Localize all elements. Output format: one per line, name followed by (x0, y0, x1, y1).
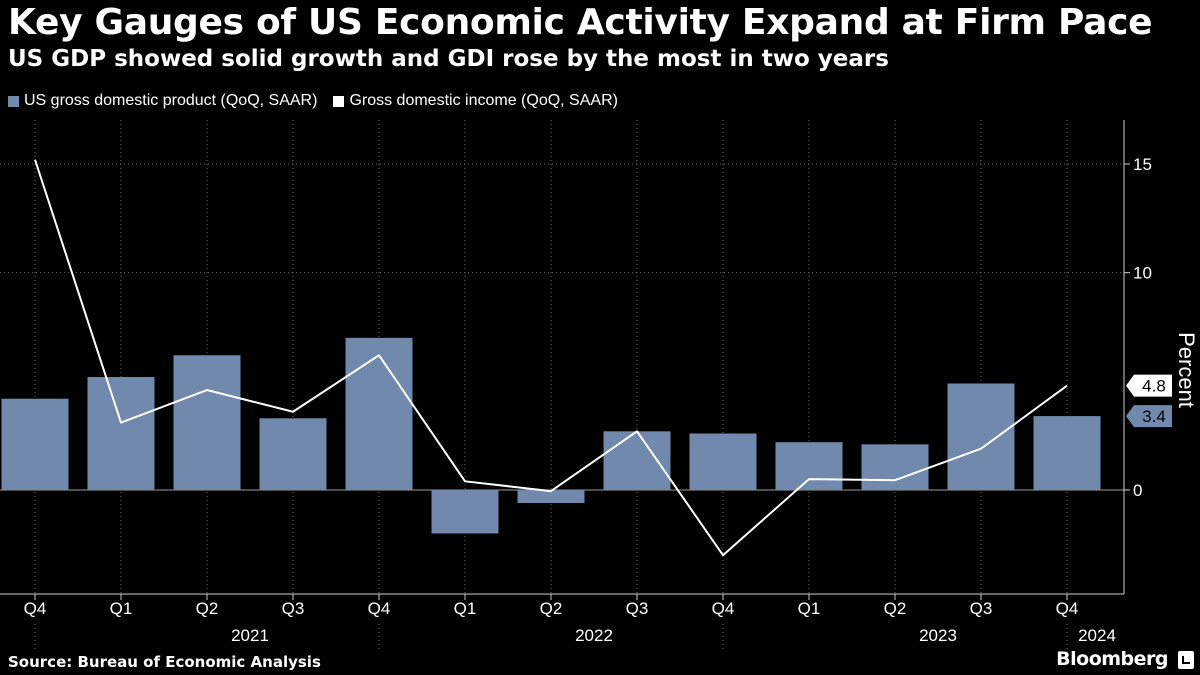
y-tick-label: 0 (1133, 481, 1142, 500)
legend-swatch-gdi (333, 95, 345, 107)
gdp-end-label-shape (1126, 405, 1172, 428)
axis-layer: 0 10 15 Percent 4.8 3.4 Q4 Q1 Q2 Q3 Q4 Q1 Q2 Q3 Q4 Q1 Q2… (0, 120, 1199, 650)
x-tick-label: Q4 (712, 599, 735, 618)
brand-name: Bloomberg (1056, 648, 1168, 670)
bloomberg-logo-icon (1178, 651, 1194, 669)
gdp-bar (861, 444, 929, 490)
gdp-bar (603, 431, 671, 490)
gdp-bar (689, 433, 757, 490)
x-tick-label: Q3 (626, 599, 649, 618)
x-tick-label: Q2 (196, 599, 219, 618)
gdp-bar (173, 355, 241, 490)
line-layer (34, 159, 1068, 557)
legend: US gross domestic product (QoQ, SAAR) Gr… (8, 92, 634, 110)
gdp-bar (87, 376, 155, 490)
y-tick-label: 15 (1133, 155, 1152, 174)
gdp-bar (517, 490, 585, 504)
x-tick-label: Q4 (368, 599, 391, 618)
x-tick-label: Q1 (454, 599, 477, 618)
legend-label-gdi: Gross domestic income (QoQ, SAAR) (349, 92, 618, 109)
x-tick-label: Q2 (540, 599, 563, 618)
x-tick-label: Q4 (24, 599, 47, 618)
gdi-end-label: 4.8 (1142, 377, 1166, 396)
gdp-bar (775, 442, 843, 490)
x-tick-label: Q3 (970, 599, 993, 618)
gdi-end-label-shape (1126, 374, 1172, 397)
gdp-bar (345, 337, 413, 490)
gdp-bar (947, 383, 1015, 490)
legend-swatch-gdp (8, 95, 19, 107)
bar-layer (1, 337, 1101, 534)
year-label: 2024 (1078, 626, 1116, 645)
chart-title: Key Gauges of US Economic Activity Expan… (8, 2, 1153, 43)
x-tick-label: Q4 (1056, 599, 1079, 618)
x-tick-label: Q1 (798, 599, 821, 618)
chart-subtitle: US GDP showed solid growth and GDI rose … (8, 46, 889, 72)
gdp-bar (1, 398, 69, 490)
legend-label-gdp: US gross domestic product (QoQ, SAAR) (24, 92, 318, 109)
year-label: 2023 (919, 626, 957, 645)
year-label: 2022 (575, 626, 613, 645)
grid-layer (0, 120, 1124, 594)
x-tick-label: Q3 (282, 599, 305, 618)
gdi-line (34, 159, 1068, 557)
gdp-end-label: 3.4 (1142, 407, 1166, 426)
gdp-bar (259, 418, 327, 490)
x-tick-label: Q2 (884, 599, 907, 618)
gdp-bar (1033, 416, 1101, 490)
year-label: 2021 (231, 626, 269, 645)
y-axis-label: Percent (1174, 332, 1199, 408)
y-tick-label: 10 (1133, 264, 1152, 283)
x-tick-label: Q1 (110, 599, 133, 618)
source-note: Source: Bureau of Economic Analysis (8, 653, 321, 671)
gdp-bar (431, 490, 499, 534)
legend-item-gdi: Gross domestic income (QoQ, SAAR) (333, 92, 618, 110)
legend-item-gdp: US gross domestic product (QoQ, SAAR) (8, 92, 317, 110)
